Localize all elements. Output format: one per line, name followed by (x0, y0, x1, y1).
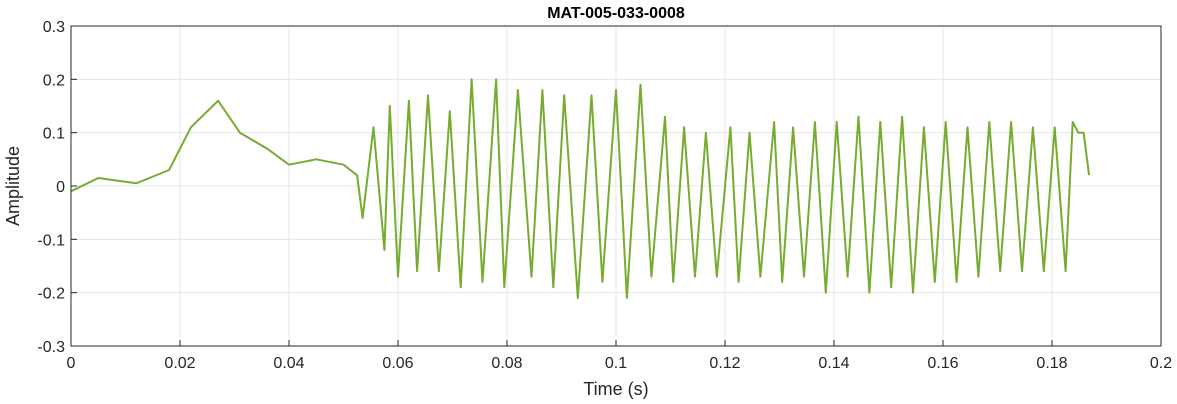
y-tick-label: -0.3 (37, 339, 65, 356)
x-tick-label: 0 (67, 355, 76, 372)
x-tick-label: 0.12 (709, 355, 740, 372)
x-tick-label: 0.04 (273, 355, 304, 372)
y-tick-label: 0.3 (43, 19, 65, 36)
x-tick-label: 0.18 (1036, 355, 1067, 372)
y-tick-label: 0 (56, 179, 65, 196)
x-tick-label: 0.16 (927, 355, 958, 372)
y-tick-label: 0.1 (43, 126, 65, 143)
y-tick-label: -0.2 (37, 286, 65, 303)
x-tick-label: 0.08 (491, 355, 522, 372)
x-axis-label: Time (s) (583, 379, 648, 399)
y-tick-label: 0.2 (43, 72, 65, 89)
data-line (70, 78, 1091, 299)
x-tick-label: 0.14 (818, 355, 849, 372)
x-tick-label: 0.02 (164, 355, 195, 372)
y-axis-label: Amplitude (3, 146, 23, 226)
x-tick-label: 0.1 (605, 355, 627, 372)
ticks: 0 0.02 0.04 0.06 0.08 0.1 0.12 0.14 0.16 0.18 0.2 -… (37, 19, 1172, 372)
y-tick-label: -0.1 (37, 232, 65, 249)
chart-title: MAT-005-033-0008 (547, 5, 685, 22)
x-tick-label: 0.06 (382, 355, 413, 372)
x-tick-label: 0.2 (1150, 355, 1172, 372)
